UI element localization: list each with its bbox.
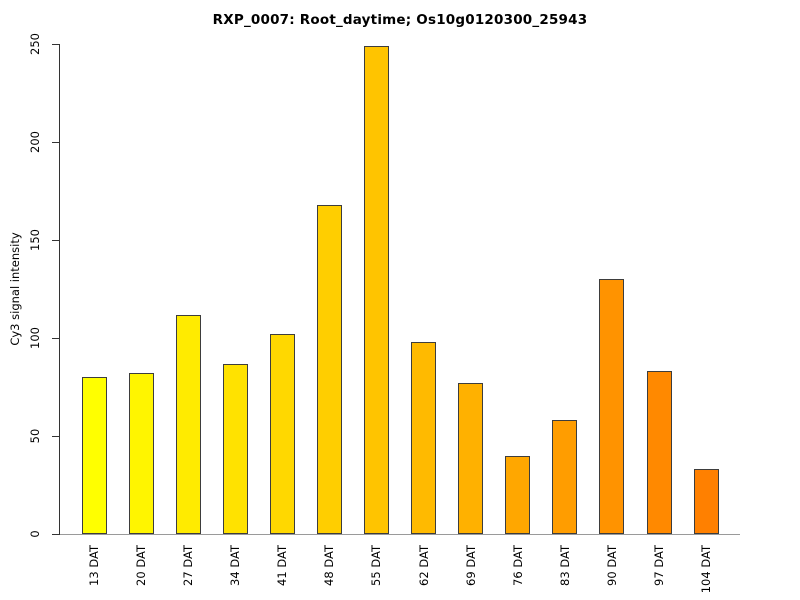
x-axis-tick-label: 83 DAT xyxy=(557,545,572,586)
y-axis-tick-label: 50 xyxy=(28,428,42,444)
x-axis-baseline xyxy=(53,534,740,535)
bar xyxy=(693,469,719,534)
y-axis-tick-label: 200 xyxy=(28,131,42,153)
bar xyxy=(411,341,437,534)
y-axis-tick xyxy=(52,44,60,45)
x-axis-tick-label: 55 DAT xyxy=(369,545,384,586)
bar xyxy=(269,334,295,534)
x-axis-tick-label: 97 DAT xyxy=(651,545,666,586)
bar xyxy=(222,363,248,534)
bar xyxy=(552,420,578,534)
bar xyxy=(316,204,342,534)
y-axis-tick xyxy=(52,534,60,535)
x-axis-tick-label: 34 DAT xyxy=(228,545,243,586)
bar xyxy=(646,371,672,534)
x-axis-tick-label: 48 DAT xyxy=(322,545,337,586)
x-axis-tick-label: 90 DAT xyxy=(604,545,619,586)
y-axis-label: Cy3 signal intensity xyxy=(8,232,22,346)
y-axis-tick xyxy=(52,240,60,241)
chart-title: RXP_0007: Root_daytime; Os10g0120300_259… xyxy=(212,12,588,28)
bar xyxy=(81,377,107,534)
bar xyxy=(364,46,389,534)
bar xyxy=(458,383,484,534)
y-axis-tick-label: 150 xyxy=(28,229,42,251)
x-axis-tick-label: 13 DAT xyxy=(87,545,101,586)
x-axis-tick-label: 76 DAT xyxy=(510,545,525,586)
y-axis-tick xyxy=(52,436,60,437)
x-axis-tick-label: 104 DAT xyxy=(699,545,714,594)
x-axis-tick-label: 41 DAT xyxy=(275,545,290,586)
x-axis-tick-label: 69 DAT xyxy=(463,545,478,586)
y-axis-tick-label: 0 xyxy=(28,530,42,538)
x-axis-tick-label: 20 DAT xyxy=(134,545,149,586)
y-axis-tick-label: 100 xyxy=(28,327,42,349)
x-axis-tick-label: 27 DAT xyxy=(181,545,196,586)
bar xyxy=(128,373,154,534)
y-axis-tick xyxy=(52,338,60,339)
y-axis-tick xyxy=(52,142,60,143)
bar xyxy=(175,314,201,534)
x-axis-tick-label: 62 DAT xyxy=(416,545,431,586)
y-axis-tick-label: 250 xyxy=(28,33,42,55)
y-axis-line xyxy=(59,44,60,534)
bar xyxy=(505,455,531,534)
bar xyxy=(599,279,625,534)
